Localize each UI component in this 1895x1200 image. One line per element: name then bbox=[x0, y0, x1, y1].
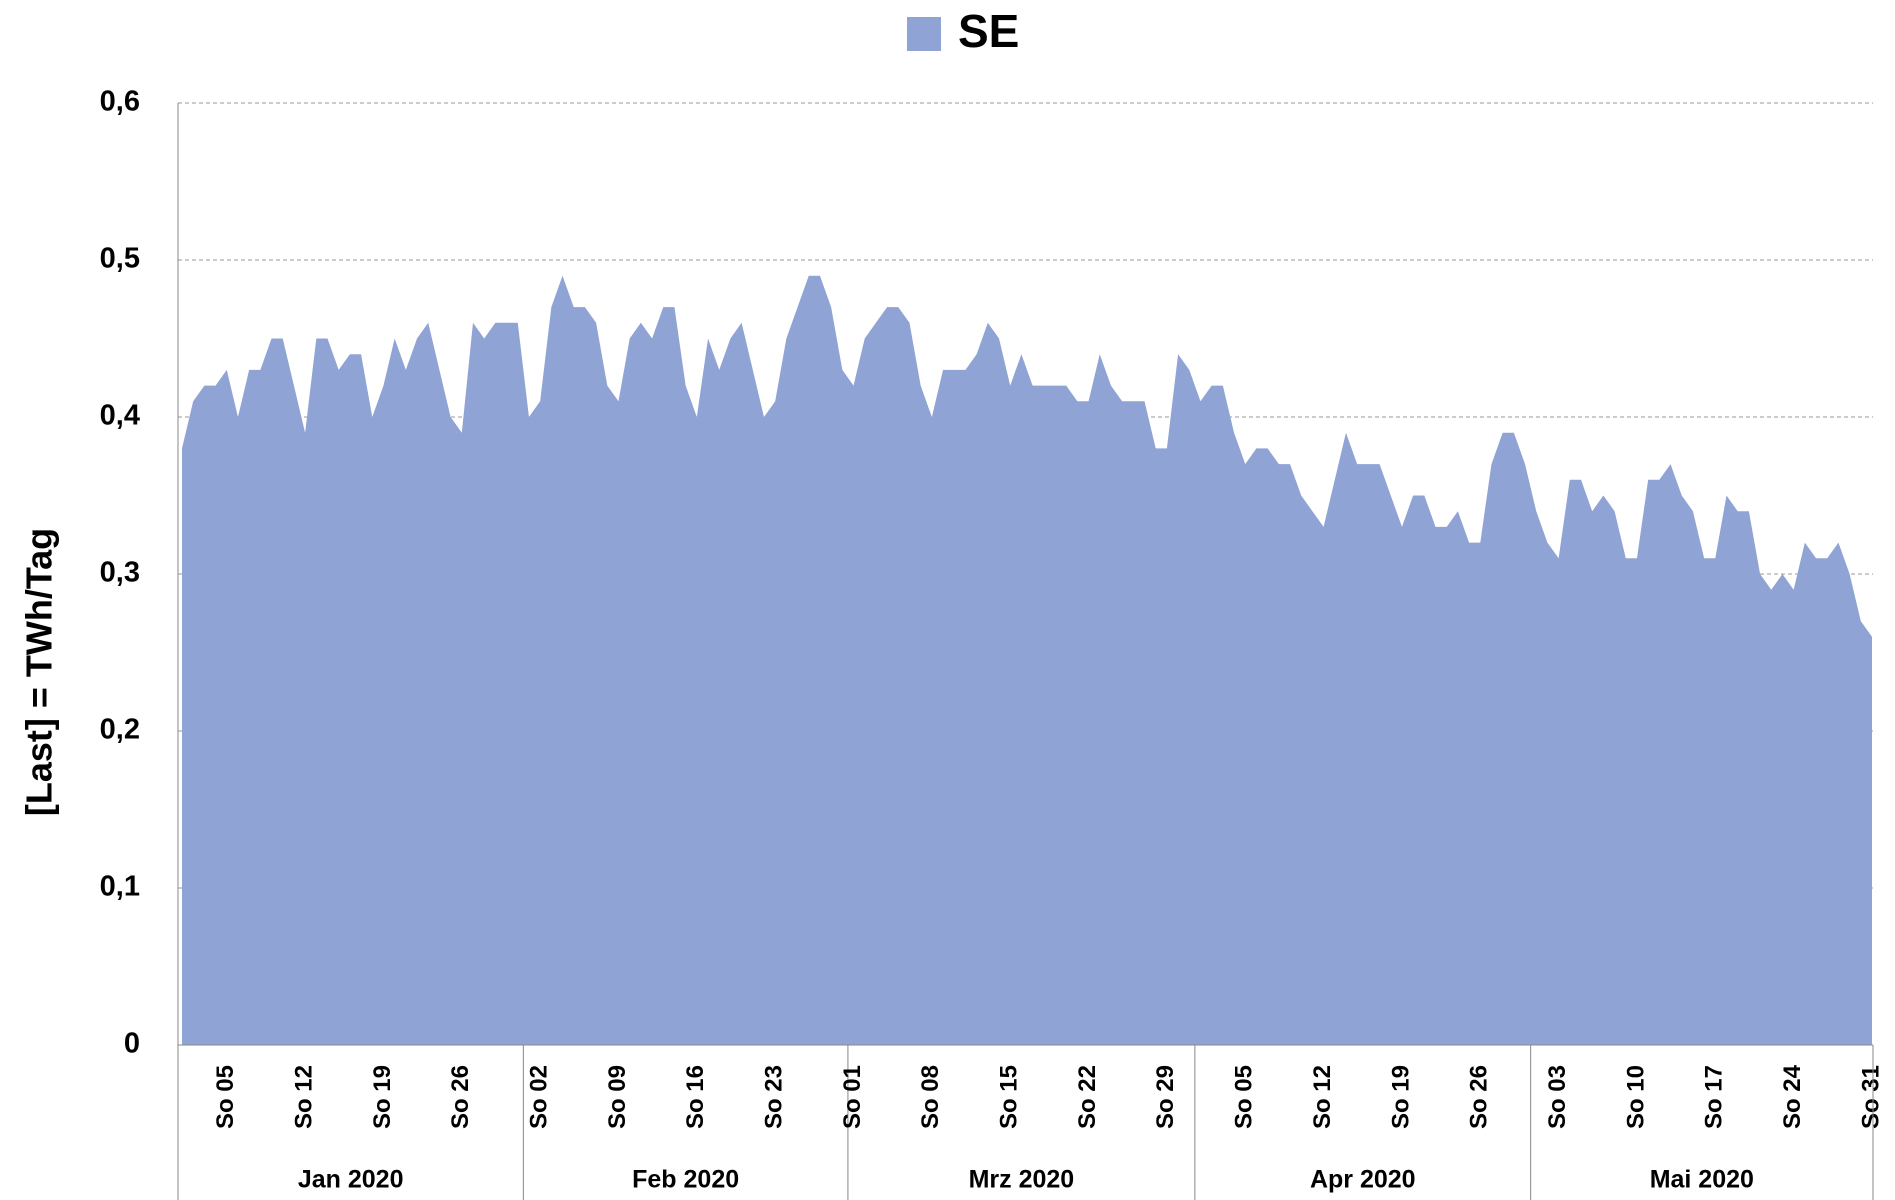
x-tick-label: So 15 bbox=[996, 1065, 1023, 1129]
y-tick-label: 0,3 bbox=[100, 557, 140, 589]
x-tick-label: So 08 bbox=[917, 1065, 944, 1129]
x-tick-label: So 16 bbox=[682, 1065, 709, 1129]
x-tick-label: So 31 bbox=[1857, 1065, 1884, 1129]
x-tick-label: So 05 bbox=[1231, 1065, 1258, 1129]
x-tick-label: So 02 bbox=[525, 1065, 552, 1129]
x-tick-label: So 23 bbox=[761, 1065, 788, 1129]
x-group-label: Feb 2020 bbox=[632, 1166, 739, 1194]
x-tick-label: So 12 bbox=[290, 1065, 317, 1129]
x-group-label: Apr 2020 bbox=[1310, 1166, 1416, 1194]
x-group-label: Jan 2020 bbox=[298, 1166, 404, 1194]
y-tick-label: 0,2 bbox=[100, 714, 140, 746]
x-tick-label: So 09 bbox=[604, 1065, 631, 1129]
x-group-label: Mai 2020 bbox=[1650, 1166, 1754, 1194]
x-tick-label: So 05 bbox=[212, 1065, 239, 1129]
legend-label: SE bbox=[958, 5, 1019, 57]
y-tick-label: 0 bbox=[124, 1028, 140, 1060]
x-tick-label: So 19 bbox=[1387, 1065, 1414, 1129]
legend-swatch bbox=[907, 17, 941, 51]
x-tick-label: So 01 bbox=[839, 1065, 866, 1129]
x-tick-label: So 26 bbox=[1466, 1065, 1493, 1129]
x-tick-label: So 17 bbox=[1701, 1065, 1728, 1129]
x-tick-label: So 24 bbox=[1779, 1064, 1806, 1129]
x-tick-label: So 10 bbox=[1622, 1065, 1649, 1129]
y-tick-label: 0,1 bbox=[100, 871, 140, 903]
y-axis-title: [Last] = TWh/Tag bbox=[19, 528, 60, 816]
y-tick-label: 0,5 bbox=[100, 243, 140, 275]
x-tick-label: So 03 bbox=[1544, 1065, 1571, 1129]
x-group-label: Mrz 2020 bbox=[969, 1166, 1075, 1194]
y-tick-label: 0,6 bbox=[100, 86, 140, 118]
x-tick-label: So 26 bbox=[447, 1065, 474, 1129]
x-tick-label: So 29 bbox=[1152, 1065, 1179, 1129]
x-tick-label: So 22 bbox=[1074, 1065, 1101, 1129]
x-tick-label: So 12 bbox=[1309, 1065, 1336, 1129]
area bbox=[182, 275, 1872, 1045]
x-tick-label: So 19 bbox=[369, 1065, 396, 1129]
y-tick-label: 0,4 bbox=[100, 400, 140, 432]
